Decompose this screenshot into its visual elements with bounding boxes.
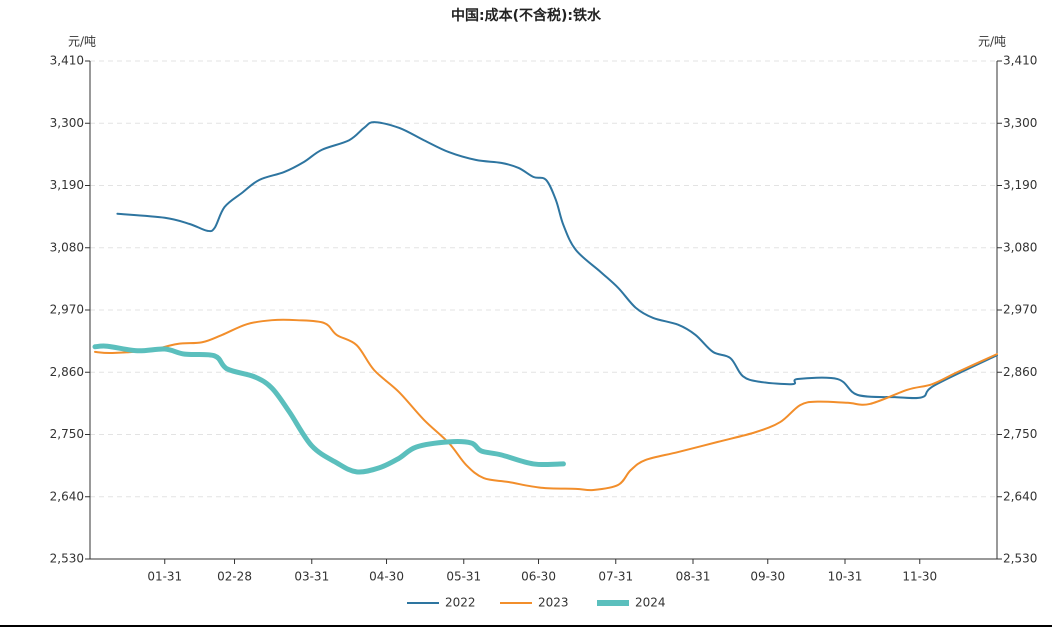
legend-label: 2024 [635, 596, 666, 610]
x-tick-label: 06-30 [521, 570, 556, 584]
x-tick-label: 02-28 [217, 570, 252, 584]
x-tick-label: 05-31 [446, 570, 481, 584]
y2-tick-label: 3,080 [1003, 240, 1037, 254]
legend-label: 2023 [538, 596, 569, 610]
y2-tick-label: 2,640 [1003, 489, 1037, 503]
legend-label: 2022 [445, 596, 476, 610]
y2-tick-label: 3,300 [1003, 116, 1037, 130]
y-tick-label: 3,080 [50, 240, 84, 254]
y-tick-label: 2,750 [50, 427, 84, 441]
y-tick-label: 2,860 [50, 365, 84, 379]
x-tick-label: 10-31 [828, 570, 863, 584]
line-series [93, 318, 998, 492]
y-tick-label: 2,970 [50, 303, 84, 317]
x-tick-label: 09-30 [750, 570, 785, 584]
y-tick-label: 2,530 [50, 552, 84, 566]
y2-tick-label: 2,530 [1003, 552, 1037, 566]
x-tick-label: 03-31 [294, 570, 329, 584]
y2-tick-label: 2,970 [1003, 303, 1037, 317]
line-series [92, 343, 566, 475]
y2-tick-label: 3,410 [1003, 54, 1037, 68]
x-tick-label: 11-30 [902, 570, 937, 584]
y2-tick-label: 2,750 [1003, 427, 1037, 441]
x-tick-label: 01-31 [147, 570, 182, 584]
line-series [116, 121, 998, 400]
x-tick-label: 07-31 [598, 570, 633, 584]
y-axis-label: 元/吨 [68, 35, 96, 49]
y-tick-label: 3,190 [50, 178, 84, 192]
y-tick-label: 2,640 [50, 489, 84, 503]
y-tick-label: 3,300 [50, 116, 84, 130]
y-tick-label: 3,410 [50, 54, 84, 68]
chart-title: 中国:成本(不含税):铁水 [451, 7, 602, 24]
y2-tick-label: 3,190 [1003, 178, 1037, 192]
x-tick-label: 04-30 [369, 570, 404, 584]
x-tick-label: 08-31 [676, 570, 711, 584]
y2-axis-label: 元/吨 [978, 35, 1006, 49]
y2-tick-label: 2,860 [1003, 365, 1037, 379]
